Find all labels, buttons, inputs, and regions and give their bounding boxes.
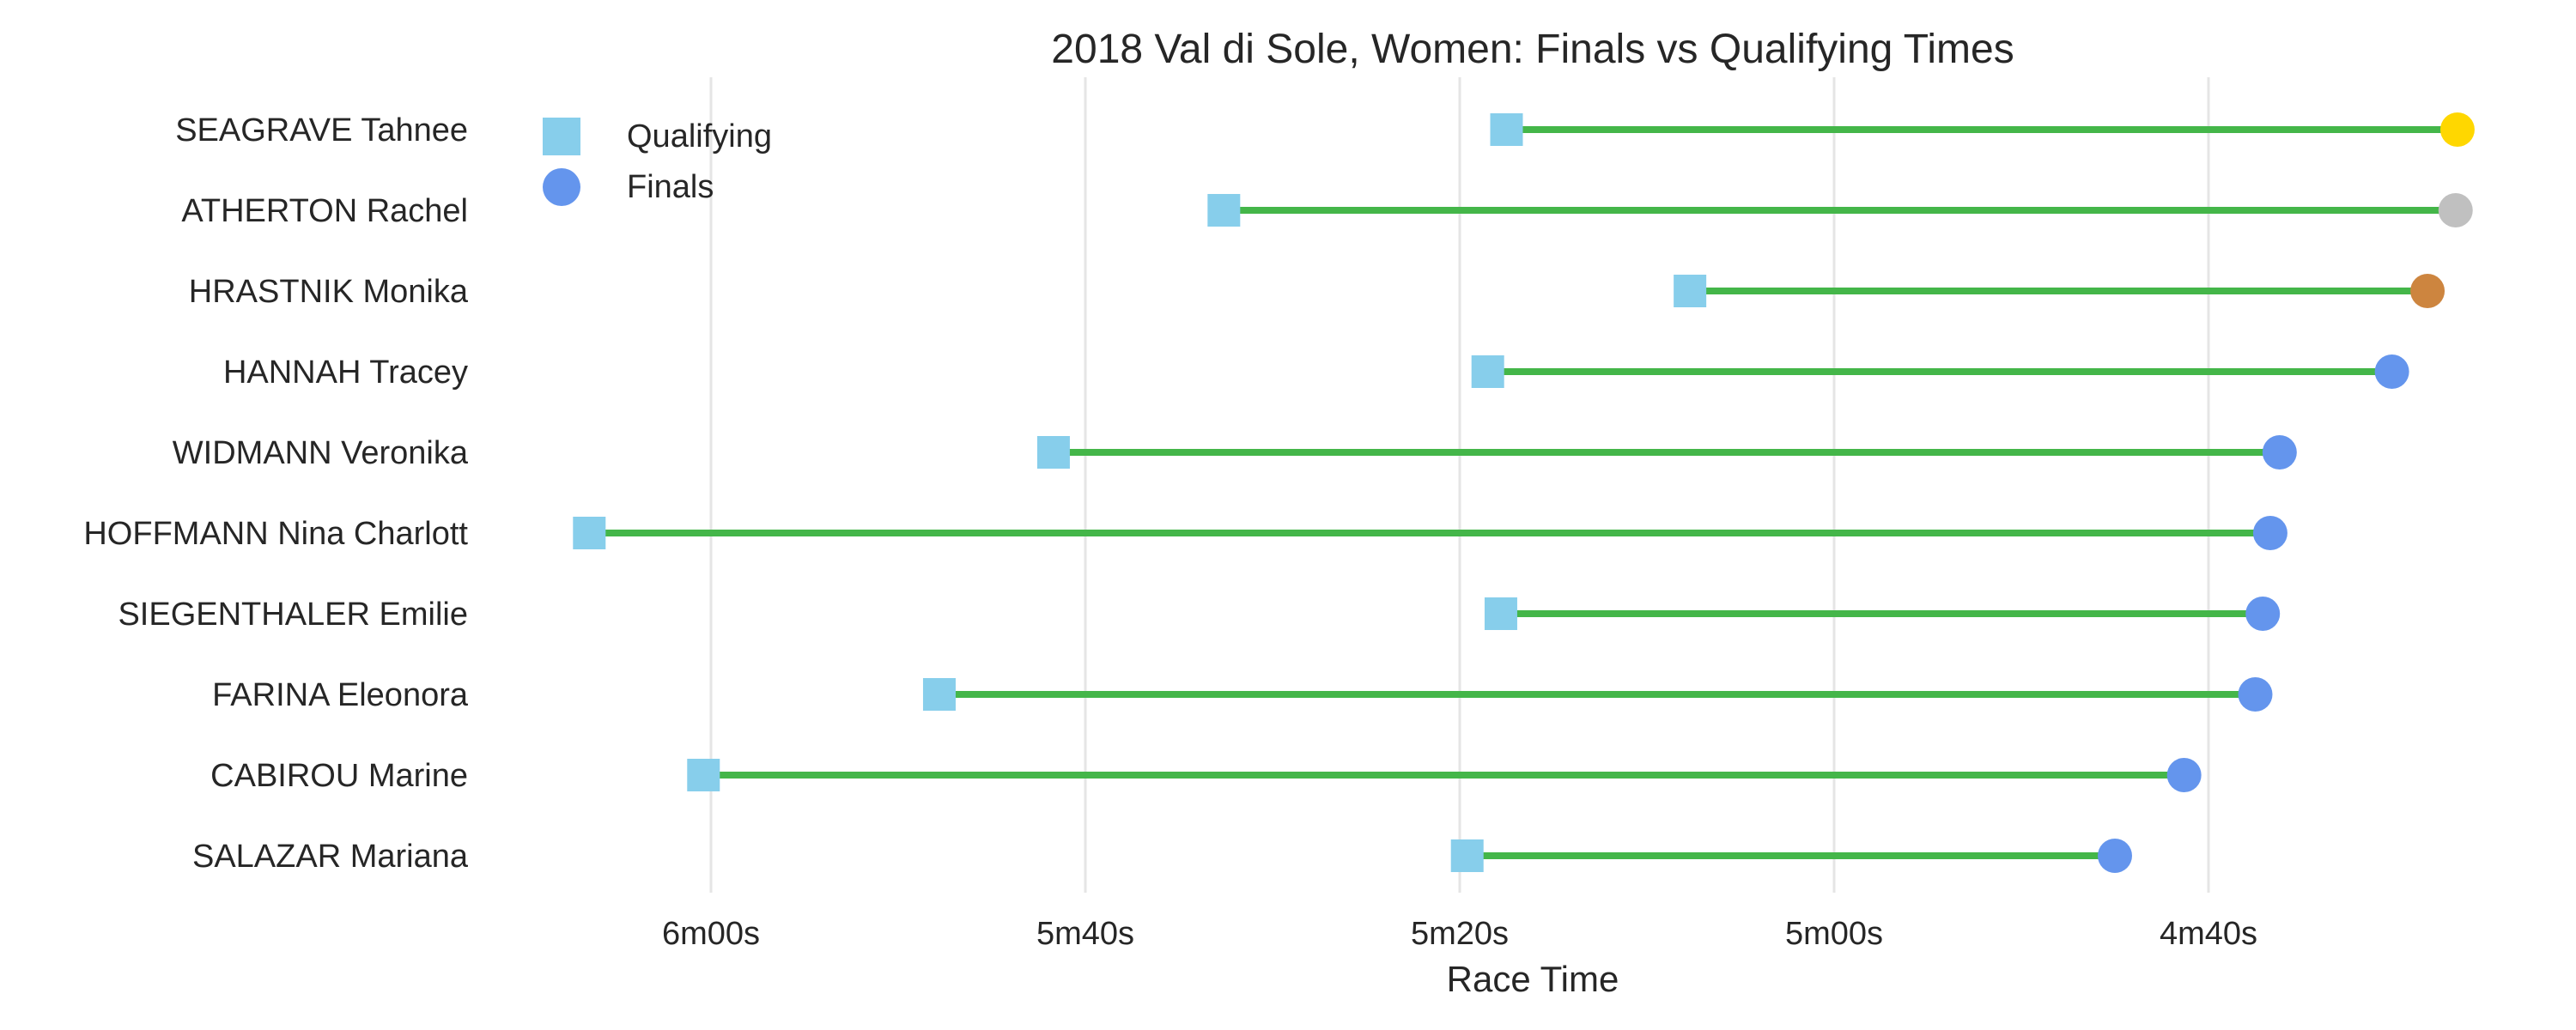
chart-title: 2018 Val di Sole, Women: Finals vs Quali…	[1051, 27, 2014, 72]
finals-marker	[2166, 758, 2202, 792]
qualifying-marker	[1450, 839, 1484, 872]
rider-label: SEAGRAVE Tahnee	[175, 112, 468, 148]
markers	[573, 112, 2475, 873]
rider-label: FARINA Eleonora	[212, 677, 469, 713]
finals-marker	[2439, 112, 2475, 147]
qualifying-marker	[1484, 597, 1517, 630]
qualifying-marker	[687, 759, 720, 791]
finals-marker	[2098, 839, 2132, 873]
legend: Qualifying Finals	[543, 118, 772, 206]
rider-label: HRASTNIK Monika	[189, 274, 469, 310]
rider-label: WIDMANN Veronika	[173, 435, 469, 471]
qualifying-marker	[1490, 113, 1523, 146]
rider-labels: SEAGRAVE Tahnee ATHERTON Rachel HRASTNIK M…	[83, 112, 469, 875]
qualifying-marker	[1471, 355, 1504, 388]
rider-label: ATHERTON Rachel	[181, 193, 468, 229]
x-tick-label: 6m00s	[662, 916, 760, 952]
legend-qualifying-marker	[543, 118, 580, 155]
legend-finals-label: Finals	[627, 169, 714, 205]
finals-marker	[2438, 193, 2473, 227]
qualifying-marker	[1207, 194, 1241, 227]
qualifying-marker	[1036, 436, 1070, 469]
x-tick-labels: 6m00s 5m40s 5m20s 5m00s 4m40s	[662, 916, 2257, 952]
finals-marker	[2245, 597, 2281, 631]
finals-marker	[2374, 354, 2409, 389]
finals-marker	[2262, 435, 2297, 470]
rider-label: CABIROU Marine	[210, 758, 468, 794]
legend-finals-marker	[543, 168, 580, 206]
finals-marker	[2252, 516, 2287, 550]
x-tick-label: 4m40s	[2160, 916, 2257, 952]
rider-label: HANNAH Tracey	[223, 354, 468, 391]
qualifying-marker	[573, 517, 606, 549]
legend-qualifying-label: Qualifying	[627, 118, 772, 154]
x-tick-label: 5m00s	[1785, 916, 1883, 952]
finals-marker	[2238, 677, 2273, 712]
finals-marker	[2410, 274, 2445, 308]
x-tick-label: 5m20s	[1411, 916, 1509, 952]
gridlines	[709, 77, 2210, 893]
x-tick-label: 5m40s	[1036, 916, 1134, 952]
qualifying-marker	[922, 678, 956, 711]
rider-label: SALAZAR Mariana	[192, 839, 469, 875]
x-axis-label: Race Time	[1447, 959, 1619, 999]
connector-lines	[589, 126, 2458, 859]
qualifying-marker	[1674, 275, 1707, 307]
rider-label: SIEGENTHALER Emilie	[118, 597, 468, 633]
rider-label: HOFFMANN Nina Charlott	[83, 516, 468, 552]
